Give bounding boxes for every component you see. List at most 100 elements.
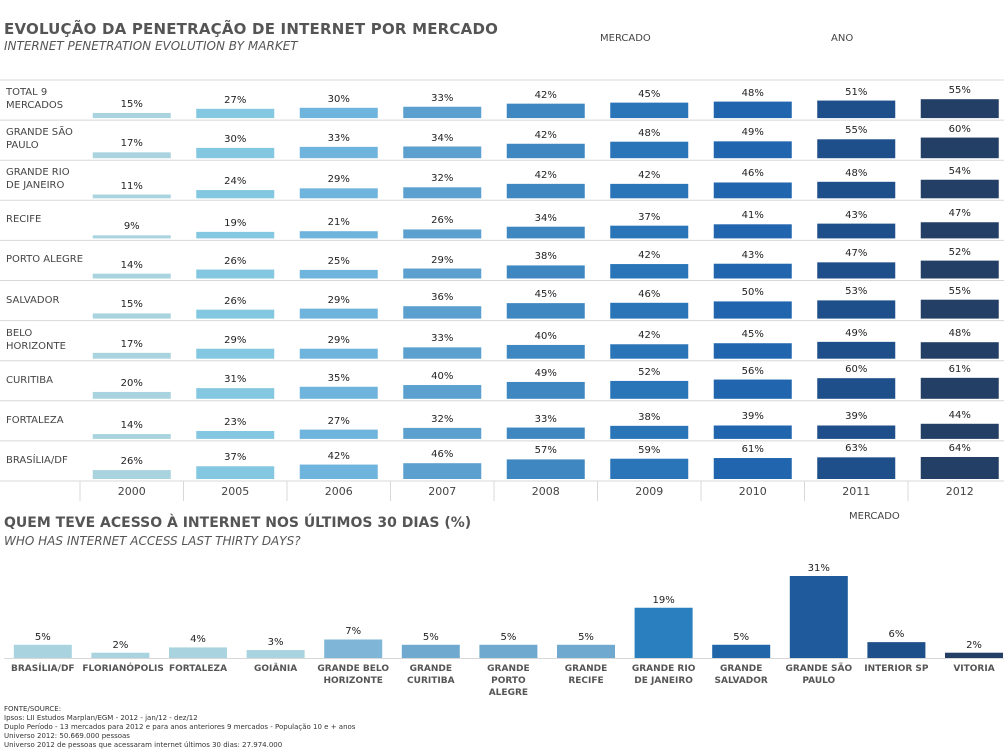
bar[interactable] <box>817 181 896 199</box>
bar[interactable] <box>403 268 482 279</box>
bar[interactable] <box>13 644 72 658</box>
bar[interactable] <box>610 183 689 199</box>
bar[interactable] <box>92 313 171 319</box>
bar[interactable] <box>92 391 171 399</box>
bar[interactable] <box>196 430 275 439</box>
bar[interactable] <box>817 223 896 239</box>
bar[interactable] <box>817 425 896 439</box>
bar[interactable] <box>920 299 999 319</box>
bar[interactable] <box>196 190 275 199</box>
bar[interactable] <box>713 458 792 479</box>
bar[interactable] <box>299 107 378 119</box>
bar[interactable] <box>91 652 150 658</box>
bar[interactable] <box>610 225 689 239</box>
bar[interactable] <box>299 429 378 439</box>
bar[interactable] <box>403 146 482 159</box>
bar[interactable] <box>299 308 378 319</box>
bar[interactable] <box>506 226 585 239</box>
bar[interactable] <box>299 386 378 399</box>
bar[interactable] <box>920 423 999 439</box>
bar[interactable] <box>401 644 460 658</box>
bar[interactable] <box>299 188 378 199</box>
bar[interactable] <box>920 377 999 399</box>
bar[interactable] <box>817 262 896 279</box>
bar[interactable] <box>920 99 999 119</box>
bar[interactable] <box>506 459 585 479</box>
bar[interactable] <box>92 194 171 199</box>
bar[interactable] <box>246 650 305 658</box>
bar[interactable] <box>713 379 792 399</box>
bar[interactable] <box>92 235 171 239</box>
bar[interactable] <box>713 182 792 199</box>
bar[interactable] <box>324 639 383 658</box>
bar[interactable] <box>299 146 378 159</box>
bar[interactable] <box>557 644 615 658</box>
bar[interactable] <box>506 344 585 359</box>
bar[interactable] <box>299 348 378 359</box>
bar[interactable] <box>713 263 792 279</box>
bar[interactable] <box>196 466 275 479</box>
bar[interactable] <box>610 458 689 479</box>
bar[interactable] <box>920 260 999 279</box>
mercado-filter-2[interactable]: MERCADO <box>849 511 900 522</box>
bar[interactable] <box>713 224 792 239</box>
bar[interactable] <box>817 100 896 119</box>
bar[interactable] <box>817 139 896 159</box>
bar[interactable] <box>920 457 999 479</box>
bar[interactable] <box>196 269 275 279</box>
bar[interactable] <box>169 647 227 658</box>
bar[interactable] <box>713 101 792 119</box>
bar[interactable] <box>506 381 585 399</box>
bar[interactable] <box>634 607 693 658</box>
ano-filter[interactable]: ANO <box>831 33 854 44</box>
bar[interactable] <box>196 388 275 399</box>
bar[interactable] <box>610 425 689 439</box>
bar[interactable] <box>299 464 378 479</box>
bar[interactable] <box>817 457 896 479</box>
bar[interactable] <box>506 265 585 279</box>
bar[interactable] <box>610 141 689 159</box>
bar[interactable] <box>403 347 482 359</box>
bar[interactable] <box>817 300 896 319</box>
bar[interactable] <box>713 141 792 159</box>
bar[interactable] <box>403 463 482 479</box>
bar[interactable] <box>403 187 482 199</box>
bar[interactable] <box>610 344 689 359</box>
bar[interactable] <box>920 137 999 159</box>
bar[interactable] <box>403 385 482 399</box>
bar[interactable] <box>713 425 792 439</box>
bar[interactable] <box>920 342 999 359</box>
bar[interactable] <box>867 642 926 658</box>
bar[interactable] <box>610 302 689 319</box>
bar[interactable] <box>789 576 848 658</box>
bar[interactable] <box>945 652 1003 658</box>
bar[interactable] <box>196 348 275 359</box>
bar[interactable] <box>920 179 999 199</box>
bar[interactable] <box>403 306 482 319</box>
bar[interactable] <box>506 427 585 439</box>
bar[interactable] <box>92 152 171 159</box>
bar[interactable] <box>610 264 689 279</box>
bar[interactable] <box>196 309 275 319</box>
bar[interactable] <box>610 102 689 119</box>
bar[interactable] <box>299 231 378 239</box>
bar[interactable] <box>403 427 482 439</box>
bar[interactable] <box>610 380 689 399</box>
bar[interactable] <box>196 231 275 239</box>
bar[interactable] <box>713 343 792 359</box>
bar[interactable] <box>92 434 171 439</box>
bar[interactable] <box>299 269 378 279</box>
bar[interactable] <box>92 470 171 479</box>
bar[interactable] <box>506 103 585 119</box>
bar[interactable] <box>479 644 538 658</box>
mercado-filter[interactable]: MERCADO <box>600 33 651 44</box>
bar[interactable] <box>817 378 896 399</box>
bar[interactable] <box>712 644 771 658</box>
bar[interactable] <box>817 341 896 359</box>
bar[interactable] <box>506 143 585 159</box>
bar[interactable] <box>403 106 482 119</box>
bar[interactable] <box>196 147 275 159</box>
bar[interactable] <box>92 112 171 119</box>
bar[interactable] <box>920 222 999 239</box>
bar[interactable] <box>92 352 171 359</box>
